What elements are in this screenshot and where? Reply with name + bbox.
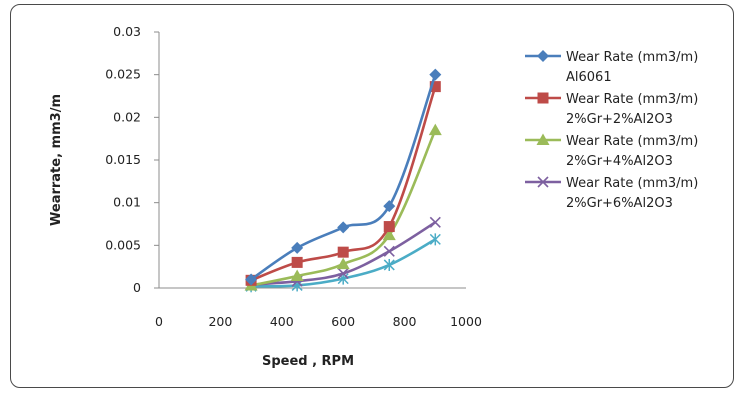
data-point (429, 68, 442, 81)
data-point (429, 81, 441, 93)
data-point (337, 246, 349, 258)
legend-label: 2%Gr+4%Al2O3 (566, 154, 673, 169)
y-tick-label: 0.005 (105, 237, 141, 252)
y-axis-title: Wearrate, mm3/m (49, 94, 64, 226)
x-tick-label: 400 (270, 314, 294, 329)
data-point (383, 245, 395, 257)
series-1 (245, 68, 442, 286)
x-tick-label: 0 (155, 314, 163, 329)
y-tick-label: 0.015 (105, 152, 141, 167)
x-tick-label: 600 (331, 314, 355, 329)
legend-label: 2%Gr+2%Al2O3 (566, 112, 673, 127)
data-point (383, 258, 395, 271)
legend-label: Wear Rate (mm3/m) (566, 50, 698, 65)
data-point (383, 221, 395, 233)
series-line (250, 129, 437, 287)
x-tick-label: 800 (393, 314, 417, 329)
x-tick-label: 200 (208, 314, 232, 329)
legend-marker (537, 92, 549, 104)
legend-entry-1: Wear Rate (mm3/m) Al6061 (525, 50, 698, 85)
series-line (250, 74, 437, 281)
legend-label: 2%Gr+6%Al2O3 (566, 196, 673, 211)
legend-entry-2: Wear Rate (mm3/m) 2%Gr+2%Al2O3 (525, 92, 698, 127)
y-tick-label: 0.02 (113, 109, 141, 124)
legend-marker (536, 133, 550, 145)
data-point (383, 200, 396, 213)
y-tick-label: 0.025 (105, 67, 141, 82)
x-tick-label: 1000 (450, 314, 482, 329)
data-point (245, 273, 258, 286)
series-line (250, 86, 437, 282)
y-tick-label: 0.01 (113, 195, 141, 210)
x-axis-title: Speed , RPM (262, 354, 354, 369)
data-point (429, 216, 441, 228)
data-point (428, 123, 442, 136)
data-point (337, 221, 350, 234)
legend-marker (537, 176, 549, 188)
legend-label: Wear Rate (mm3/m) (566, 176, 698, 191)
data-point (382, 228, 396, 241)
chart-frame (10, 4, 734, 388)
legend-label: Wear Rate (mm3/m) (566, 92, 698, 107)
legend-label: Al6061 (566, 70, 612, 85)
legend-entry-3: Wear Rate (mm3/m) 2%Gr+4%Al2O3 (525, 133, 698, 169)
data-point (291, 241, 304, 254)
axes: 0 0.005 0.01 0.015 0.02 0.025 0.03 0 200 400 600 80… (105, 24, 482, 329)
data-point (336, 257, 350, 270)
y-tick-label: 0.03 (113, 24, 141, 39)
legend-entry-4: Wear Rate (mm3/m) 2%Gr+6%Al2O3 (525, 176, 698, 211)
data-point (290, 269, 304, 282)
legend-label: Wear Rate (mm3/m) (566, 134, 698, 149)
series-3 (244, 123, 442, 291)
legend-marker (537, 50, 549, 62)
series-layer (244, 68, 442, 293)
series-2 (245, 81, 441, 286)
y-tick-label: 0 (133, 280, 141, 295)
data-point (291, 256, 303, 268)
data-point (429, 233, 441, 246)
data-point (337, 267, 349, 280)
